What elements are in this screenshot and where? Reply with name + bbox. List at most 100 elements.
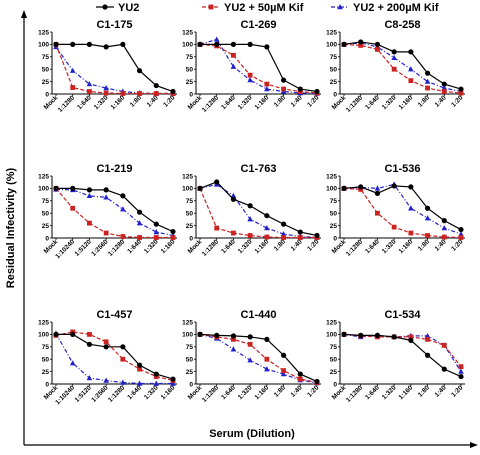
data-point [69,360,76,366]
y-tick-label: 25 [42,369,50,376]
data-point [103,344,109,350]
y-tick-label: 0 [45,235,49,242]
x-tick-label: 1:320 [381,384,398,401]
series-line [343,183,462,235]
y-tick-label: 0 [189,381,193,388]
y-tick-label: 75 [186,54,194,61]
data-point [391,224,397,230]
data-point [170,376,176,382]
data-point [408,337,414,343]
y-tick-label: 100 [182,42,193,49]
x-tick-label: 1:20 [450,384,464,398]
data-point [213,36,220,42]
data-point [120,41,126,48]
data-point [247,216,253,222]
x-tick-label: 1:40 [434,384,448,398]
data-point [458,368,464,374]
data-point [120,356,126,362]
series-yu2-200-m-kif [53,330,176,386]
x-tick-label: 1:1280 [201,238,221,258]
x-tick-label: 1:320 [143,384,160,401]
panel-title: C1-175 [96,19,132,31]
y-tick-label: 50 [186,67,194,74]
outer-axes-frame [21,10,478,448]
data-point [297,229,303,235]
series-line [56,43,174,93]
y-tick-label: 125 [38,29,49,36]
data-point [424,352,431,358]
data-point [170,88,176,95]
data-point [70,205,76,211]
data-point [358,39,364,45]
data-point [53,41,59,48]
x-tick-label: 1:1280 [107,238,127,258]
data-point [441,234,447,240]
data-point [103,194,109,200]
x-tick-label: 1:80 [129,94,143,108]
series-line [343,187,462,239]
data-point [458,86,464,92]
x-tick-label: 1:80 [417,94,431,108]
x-tick-label: 1:20 [450,94,464,108]
panel-c1-219: C1-2190255075100125Mock1:102401:51201:25… [38,163,177,260]
y-tick-label: 25 [186,223,194,230]
data-point [247,77,253,83]
x-tick-label: 1:80 [417,238,431,252]
data-point [391,49,397,55]
data-point [424,78,431,84]
data-point [86,41,93,48]
data-point [86,81,93,87]
y-tick-label: 0 [333,91,337,98]
series-line [55,44,173,95]
series-line [55,333,173,385]
x-tick-label: 1:640 [220,238,237,255]
data-point [70,331,76,337]
y-tick-label: 100 [182,332,193,339]
x-tick-label: 1:320 [93,94,110,111]
data-point [103,90,109,96]
data-point [247,72,253,78]
data-point [197,41,203,48]
series-line [200,43,318,93]
y-tick-label: 75 [186,198,194,205]
series-line [199,43,318,94]
data-point [153,380,160,386]
x-tick-label: 1:160 [160,238,177,255]
panel-title: C1-534 [384,309,421,321]
series-yu2-200-m-kif [53,186,176,238]
data-point [424,205,431,211]
series-line [199,333,318,383]
y-tick-label: 100 [38,186,49,193]
data-point [441,81,447,87]
y-tick-label: 0 [45,381,49,388]
y-tick-label: 0 [189,235,193,242]
data-point [87,89,92,94]
series-line [56,187,174,233]
y-tick-label: 0 [189,91,193,98]
x-tick-label: 1:320 [237,384,254,401]
x-tick-label: 1:640 [220,94,237,111]
data-point [358,332,364,338]
y-tick-label: 50 [42,357,50,364]
x-tick-label: 1:40 [146,94,160,108]
data-point [375,46,380,52]
data-point [264,44,270,50]
x-tick-label: 1:640 [76,94,93,111]
x-tick-label: 1:40 [434,238,448,252]
data-point [374,41,381,48]
data-point [86,341,93,347]
data-point [441,225,448,231]
data-point [230,346,237,352]
data-point [408,205,414,211]
x-tick-label: 1:10240 [54,384,76,406]
series-line [343,41,462,90]
legend-item-yu2-50-m-kif: YU2 + 50µM Kif [202,2,304,14]
y-tick-label: 75 [42,54,50,61]
data-point [153,82,159,89]
legend-marker [102,4,108,10]
data-point [280,77,287,83]
x-tick-label: 1:1280 [201,384,221,404]
